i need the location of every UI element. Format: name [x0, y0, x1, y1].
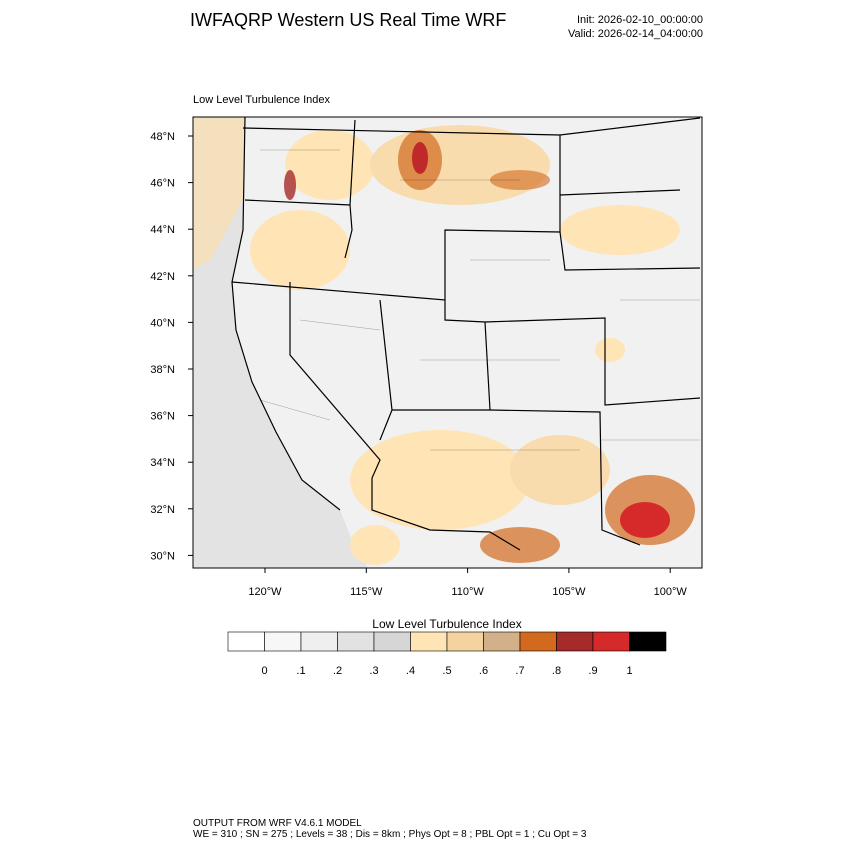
footer-line: WE = 310 ; SN = 275 ; Levels = 38 ; Dis …	[193, 829, 587, 840]
colorbar-label: .8	[552, 665, 561, 677]
lat-label: 42°N	[150, 271, 175, 283]
colorbar-box	[410, 631, 448, 652]
colorbar-box	[592, 631, 630, 652]
colorbar-label: 1	[626, 665, 632, 677]
colorbar-box	[300, 631, 338, 652]
lat-label: 34°N	[150, 457, 175, 469]
map	[193, 117, 702, 568]
colorbar-box	[556, 631, 594, 652]
footer-line: OUTPUT FROM WRF V4.6.1 MODEL	[193, 818, 362, 829]
colorbar-label: .7	[515, 665, 524, 677]
colorbar-title: Low Level Turbulence Index	[372, 617, 521, 631]
colorbar-label: .6	[479, 665, 488, 677]
lat-label: 30°N	[150, 550, 175, 562]
colorbar-box	[264, 631, 302, 652]
lat-label: 44°N	[150, 224, 175, 236]
lon-label: 120°W	[248, 586, 282, 598]
colorbar-box	[629, 631, 667, 652]
lat-label: 32°N	[150, 504, 175, 516]
colorbar-box	[483, 631, 521, 652]
title: IWFAQRP Western US Real Time WRF	[190, 10, 506, 30]
colorbar-label: .1	[296, 665, 305, 677]
lat-label: 48°N	[150, 131, 175, 143]
lon-label: 100°W	[654, 586, 688, 598]
lat-label: 38°N	[150, 364, 175, 376]
lat-label: 46°N	[150, 178, 175, 190]
lon-label: 110°W	[451, 586, 484, 598]
colorbar-label: .4	[406, 665, 415, 677]
colorbar-label: 0	[261, 665, 267, 677]
lat-label: 40°N	[150, 317, 175, 329]
valid-time: Valid: 2026-02-14_04:00:00	[568, 28, 703, 40]
colorbar-box	[337, 631, 375, 652]
lat-label: 36°N	[150, 411, 175, 423]
map-subtitle: Low Level Turbulence Index	[193, 94, 330, 106]
colorbar-box	[373, 631, 411, 652]
colorbar-label: .5	[442, 665, 451, 677]
lon-label: 115°W	[350, 586, 383, 598]
colorbar-box	[227, 631, 265, 652]
colorbar-label: .9	[588, 665, 597, 677]
colorbar-label: .3	[369, 665, 378, 677]
colorbar-label: .2	[333, 665, 342, 677]
colorbar-box	[519, 631, 557, 652]
map-frame	[192, 116, 703, 569]
init-time: Init: 2026-02-10_00:00:00	[577, 14, 703, 26]
lon-label: 105°W	[552, 586, 586, 598]
colorbar-box	[446, 631, 484, 652]
